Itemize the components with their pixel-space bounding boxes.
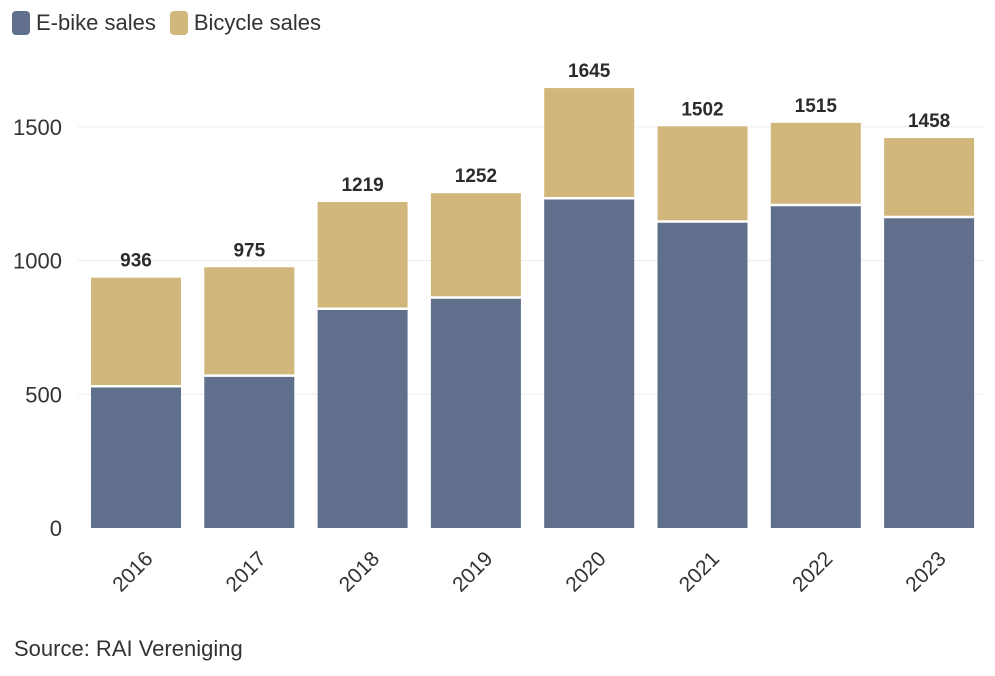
bar-bicycle — [91, 277, 181, 387]
total-label: 1502 — [681, 99, 723, 120]
bar-ebike — [91, 386, 181, 528]
bar-bicycle — [204, 267, 295, 376]
y-tick-label: 1000 — [13, 249, 62, 274]
source-note: Source: RAI Vereniging — [14, 636, 243, 661]
x-tick-label: 2021 — [675, 547, 724, 596]
bar-bicycle — [770, 122, 861, 205]
legend-item-bicycle[interactable]: Bicycle sales — [169, 10, 321, 36]
y-tick-label: 0 — [50, 516, 62, 541]
legend-swatch-ebike — [12, 11, 30, 35]
total-label: 1515 — [795, 96, 838, 117]
bar-ebike — [430, 297, 521, 528]
y-tick-label: 500 — [25, 382, 62, 407]
bar-ebike — [884, 216, 975, 528]
legend-label-bicycle: Bicycle sales — [193, 10, 321, 35]
bar-bicycle — [884, 138, 975, 217]
x-tick-label: 2016 — [108, 547, 157, 596]
total-label: 1219 — [341, 175, 383, 196]
bar-bicycle — [544, 88, 635, 199]
bar-ebike — [657, 221, 748, 528]
total-label: 1645 — [568, 61, 611, 82]
bar-ebike — [317, 308, 408, 528]
legend-label-ebike: E-bike sales — [36, 10, 156, 35]
total-label: 1252 — [455, 166, 497, 187]
x-tick-label: 2018 — [335, 547, 384, 596]
legend-swatch-bicycle — [169, 11, 188, 35]
y-tick-label: 1500 — [13, 115, 62, 140]
bar-bicycle — [657, 126, 748, 222]
bar-bicycle — [430, 193, 521, 298]
bar-ebike — [770, 204, 861, 528]
bar-bicycle — [317, 202, 408, 309]
x-tick-label: 2022 — [788, 547, 837, 596]
x-tick-label: 2023 — [901, 547, 950, 596]
legend-item-ebike[interactable]: E-bike sales — [12, 10, 156, 36]
bar-ebike — [204, 375, 295, 528]
total-label: 936 — [120, 251, 152, 272]
legend: E-bike sales Bicycle sales — [12, 10, 321, 36]
x-tick-label: 2020 — [561, 547, 610, 596]
bar-ebike — [544, 198, 635, 529]
x-tick-label: 2017 — [222, 547, 271, 596]
total-label: 1458 — [908, 111, 950, 132]
x-tick-label: 2019 — [448, 547, 497, 596]
total-label: 975 — [233, 240, 265, 261]
